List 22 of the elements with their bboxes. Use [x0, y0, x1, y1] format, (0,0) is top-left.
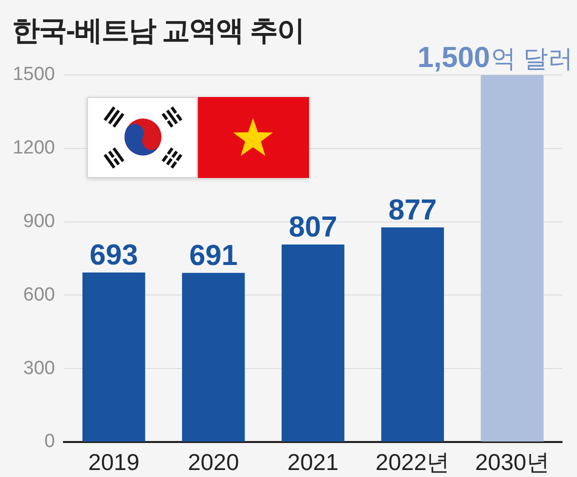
bar: [480, 75, 544, 442]
bar: [182, 272, 245, 442]
y-tick-label: 0: [44, 431, 55, 452]
data-label: 877: [388, 194, 437, 226]
chart-title: 한국-베트남 교역액 추이: [12, 14, 304, 48]
data-label: 1,500억 달러: [417, 42, 574, 74]
x-tick-label: 2022년: [376, 449, 450, 476]
x-tick-label: 2030년: [475, 449, 550, 476]
data-label: 807: [288, 212, 338, 244]
x-tick-label: 2019: [88, 449, 140, 476]
bar: [82, 272, 146, 442]
bar: [381, 227, 444, 442]
data-label: 693: [90, 239, 138, 272]
x-tick-label: 2020: [188, 449, 239, 476]
y-tick-label: 900: [23, 211, 55, 232]
x-tick-label: 2021: [287, 449, 339, 476]
y-tick-label: 300: [23, 358, 55, 379]
y-tick-label: 1200: [12, 138, 55, 159]
data-label: 691: [189, 240, 238, 272]
bar: [282, 244, 344, 442]
y-tick-label: 1500: [12, 64, 55, 86]
y-tick-label: 600: [23, 284, 55, 306]
